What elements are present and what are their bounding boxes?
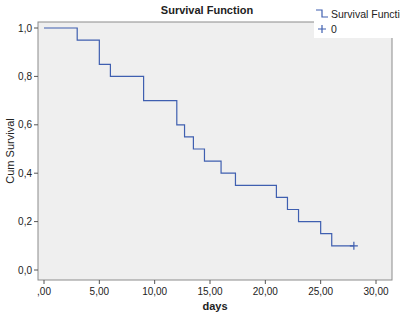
x-tick — [265, 280, 266, 284]
y-tick — [34, 270, 38, 271]
y-tick — [34, 221, 38, 222]
x-tick-label: 20,00 — [253, 286, 278, 297]
y-axis-label: Cum Survival — [4, 118, 16, 183]
legend-label: Survival Function — [331, 8, 400, 20]
legend-label: 0 — [331, 23, 337, 35]
x-axis-label: days — [202, 300, 227, 312]
x-tick-label: 30,00 — [363, 286, 388, 297]
legend: Survival Function 0 — [314, 4, 400, 38]
chart: Survival Function 0,0 0,2 0,4 0,6 0,8 1,0 ,00 5,… — [0, 0, 400, 316]
title: Survival Function — [161, 4, 254, 16]
censor-mark — [350, 242, 358, 250]
x-tick-label: 10,00 — [142, 286, 167, 297]
y-tick-label: 1,0 — [18, 23, 32, 34]
y-tick — [34, 28, 38, 29]
x-tick — [99, 280, 100, 284]
y-tick-label: 0,4 — [18, 168, 32, 179]
x-tick-label: 25,00 — [308, 286, 333, 297]
y-tick-label: 0,0 — [18, 265, 32, 276]
legend-swatch — [316, 10, 328, 17]
y-tick — [34, 76, 38, 77]
data-group — [44, 28, 358, 250]
y-tick-label: 0,8 — [18, 71, 32, 82]
y-tick — [34, 173, 38, 174]
x-tick-label: 15,00 — [197, 286, 222, 297]
x-tick-label: ,00 — [37, 286, 51, 297]
x-tick — [376, 280, 377, 284]
x-tick — [154, 280, 155, 284]
x-tick — [320, 280, 321, 284]
legend-swatch — [318, 25, 326, 33]
survival-line — [44, 28, 354, 246]
x-tick — [210, 280, 211, 284]
plot-area — [38, 22, 392, 280]
y-tick-label: 0,6 — [18, 119, 32, 130]
x-tick-label: 5,00 — [90, 286, 110, 297]
y-tick — [34, 124, 38, 125]
x-tick — [44, 280, 45, 284]
y-tick-label: 0,2 — [18, 216, 32, 227]
